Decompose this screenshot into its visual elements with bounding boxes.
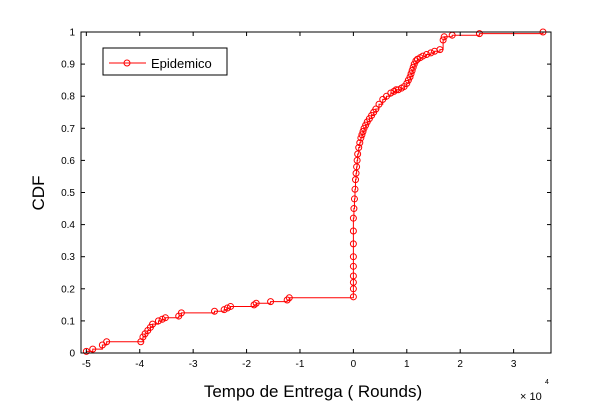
data-point (350, 195, 358, 203)
y-tick-label: 0.3 (61, 252, 75, 263)
x-tick-label: 2 (457, 359, 463, 370)
data-point (439, 36, 447, 44)
data-point (410, 60, 418, 68)
data-point (356, 139, 364, 147)
y-tick-label: 0.9 (61, 60, 75, 71)
data-point (360, 124, 368, 132)
y-tick-label: 0.5 (61, 188, 75, 199)
data-point (427, 49, 435, 57)
data-point (407, 70, 415, 78)
data-point (349, 227, 357, 235)
x-axis-label: Tempo de Entrega ( Rounds) (204, 382, 422, 401)
y-tick-group: 0 0.1 0.2 0.3 0.4 0.5 0.6 0.7 0.8 0.9 1 (61, 28, 551, 360)
data-point (82, 347, 90, 355)
legend-box (102, 47, 228, 76)
y-axis-label: CDF (29, 176, 48, 211)
data-point (211, 307, 219, 315)
x-tick-label: 1 (404, 359, 410, 370)
x-tick-label: 3 (511, 359, 517, 370)
data-point (390, 87, 398, 95)
x-tick-label: -4 (135, 359, 144, 370)
data-point (285, 294, 293, 302)
x-tick-label: -5 (82, 359, 91, 370)
y-tick-label: 1 (69, 28, 75, 39)
y-tick-label: 0.6 (61, 156, 75, 167)
data-point (227, 302, 235, 310)
data-point (409, 63, 417, 71)
x-axis-multiplier: × 10 (520, 391, 542, 401)
x-tick-label: -3 (189, 359, 198, 370)
data-point (357, 134, 365, 142)
data-point (375, 100, 383, 108)
data-point (349, 262, 357, 270)
data-point (436, 46, 444, 54)
data-point (440, 33, 448, 41)
data-point (283, 296, 291, 304)
y-tick-label: 0.8 (61, 92, 75, 103)
data-point (161, 314, 169, 322)
data-point (359, 128, 367, 136)
data-point (354, 150, 362, 158)
data-point (350, 205, 358, 213)
plot-marks (82, 28, 547, 355)
data-point (177, 309, 185, 317)
data-point (351, 185, 359, 193)
x-axis-multiplier-exponent: 4 (545, 379, 549, 386)
data-point (372, 105, 380, 113)
data-point (349, 272, 357, 280)
data-point (89, 345, 97, 353)
data-point (355, 144, 363, 152)
data-point (154, 317, 162, 325)
data-point (406, 73, 414, 81)
data-point (267, 298, 275, 306)
y-tick-label: 0 (69, 349, 75, 360)
data-point (349, 293, 357, 301)
y-tick-label: 0.1 (61, 316, 75, 327)
data-point (149, 320, 157, 328)
y-tick-label: 0.7 (61, 124, 75, 135)
legend-marker-sample (123, 59, 131, 67)
data-point (423, 50, 431, 58)
data-point (403, 79, 411, 87)
x-tick-label: 0 (351, 359, 357, 370)
data-point (349, 214, 357, 222)
legend-label: Epidemico (151, 56, 212, 71)
legend: Epidemico (102, 47, 228, 76)
y-tick-label: 0.2 (61, 284, 75, 295)
data-point (475, 30, 483, 38)
x-tick-group: -5 -4 -3 -2 -1 0 1 2 3 (82, 32, 517, 370)
data-point (362, 121, 370, 129)
data-point (408, 67, 416, 75)
y-tick-label: 0.4 (61, 220, 75, 231)
data-point (419, 52, 427, 60)
x-tick-label: -1 (296, 359, 305, 370)
data-point (349, 240, 357, 248)
data-point (358, 131, 366, 139)
data-point (103, 338, 111, 346)
data-point (349, 253, 357, 261)
data-point (250, 301, 258, 309)
x-tick-label: -2 (242, 359, 251, 370)
data-point (404, 76, 412, 84)
data-point (252, 299, 260, 307)
